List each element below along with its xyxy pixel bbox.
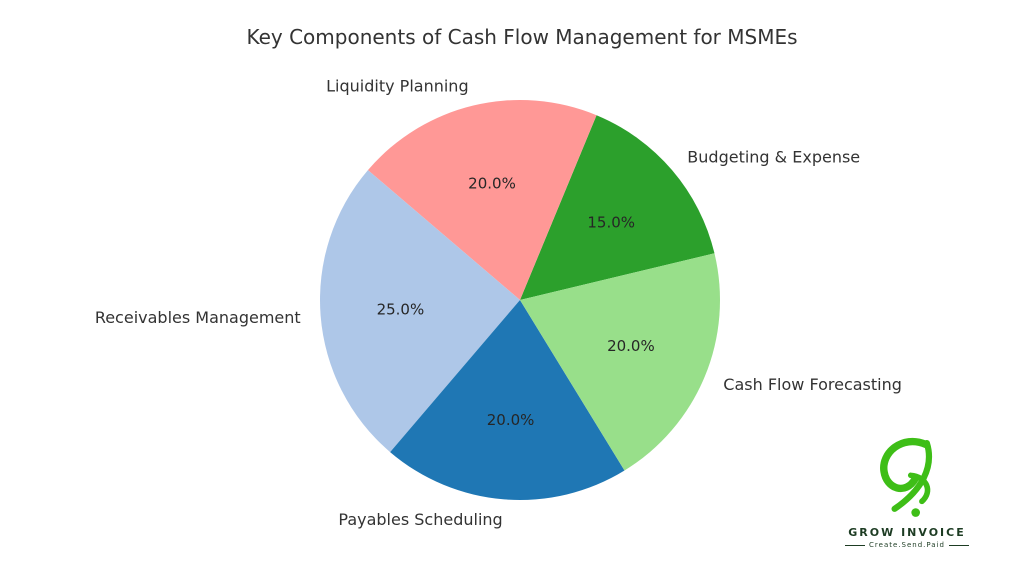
- chart-title: Key Components of Cash Flow Management f…: [246, 25, 797, 49]
- slice-pct-payables-scheduling: 20.0%: [487, 411, 535, 429]
- pie-slice-budgeting-expense: [520, 115, 715, 300]
- slice-pct-receivables-management: 25.0%: [377, 301, 425, 319]
- pie-labels: 15.0% Budgeting & Expense 20.0% Liquidity P…: [95, 77, 902, 529]
- tagline-text: Create.Send.Paid: [869, 541, 945, 549]
- brand-tagline: Create.Send.Paid: [845, 541, 969, 549]
- brand-name: GROW INVOICE: [848, 526, 966, 539]
- grow-invoice-watermark: GROW INVOICE Create.Send.Paid: [845, 436, 969, 549]
- slice-pct-liquidity-planning: 20.0%: [468, 175, 516, 193]
- tagline-left-rule: [845, 544, 866, 546]
- slice-label-payables-scheduling: Payables Scheduling: [338, 510, 502, 529]
- grow-invoice-logo-icon: [880, 437, 933, 517]
- slice-label-cash-flow-forecasting: Cash Flow Forecasting: [723, 375, 902, 394]
- tagline-right-rule: [948, 544, 969, 546]
- slice-label-liquidity-planning: Liquidity Planning: [326, 77, 468, 96]
- pie-slice-payables-scheduling: [390, 300, 625, 501]
- pie-wedges: [320, 99, 720, 501]
- slice-pct-budgeting-expense: 15.0%: [587, 213, 635, 231]
- slice-label-receivables-management: Receivables Management: [95, 308, 301, 327]
- pie-slice-cash-flow-forecasting: [520, 253, 720, 471]
- pie-slice-liquidity-planning: [367, 99, 597, 300]
- pie-slice-receivables-management: [320, 170, 520, 453]
- slice-pct-cash-flow-forecasting: 20.0%: [607, 337, 655, 355]
- logo-dot: [911, 508, 921, 517]
- slice-label-budgeting-expense: Budgeting & Expense: [687, 148, 860, 167]
